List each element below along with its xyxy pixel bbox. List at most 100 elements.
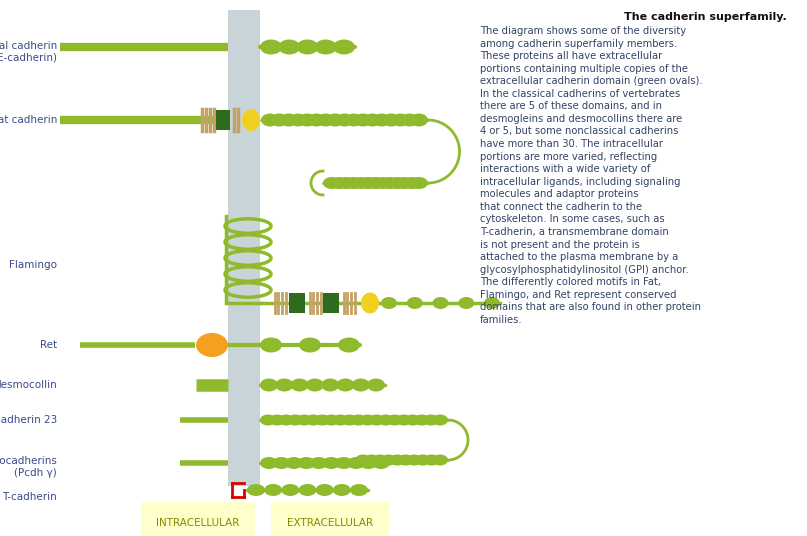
Ellipse shape: [432, 414, 448, 426]
Ellipse shape: [273, 457, 291, 469]
Ellipse shape: [484, 297, 500, 309]
Ellipse shape: [374, 177, 391, 189]
Ellipse shape: [321, 378, 339, 391]
Ellipse shape: [296, 40, 319, 55]
Text: classical cadherin
(E-cadherin): classical cadherin (E-cadherin): [0, 41, 57, 63]
Text: EXTRACELLULAR: EXTRACELLULAR: [287, 518, 373, 528]
Ellipse shape: [310, 457, 328, 469]
Ellipse shape: [299, 338, 321, 353]
Ellipse shape: [410, 114, 428, 126]
Ellipse shape: [330, 177, 349, 189]
Ellipse shape: [352, 378, 370, 391]
Ellipse shape: [285, 457, 303, 469]
FancyBboxPatch shape: [228, 10, 260, 486]
Text: Fat cadherin: Fat cadherin: [0, 115, 57, 125]
Ellipse shape: [335, 457, 353, 469]
Ellipse shape: [398, 455, 414, 465]
Ellipse shape: [332, 484, 351, 496]
Ellipse shape: [391, 114, 409, 126]
Ellipse shape: [414, 414, 430, 426]
Ellipse shape: [269, 414, 285, 426]
FancyBboxPatch shape: [323, 293, 339, 313]
Ellipse shape: [410, 177, 428, 189]
Ellipse shape: [433, 297, 449, 309]
Ellipse shape: [372, 455, 388, 465]
Ellipse shape: [316, 484, 333, 496]
Ellipse shape: [242, 109, 260, 131]
Ellipse shape: [305, 414, 321, 426]
Ellipse shape: [314, 414, 330, 426]
Ellipse shape: [424, 455, 440, 465]
Ellipse shape: [407, 455, 422, 465]
Ellipse shape: [432, 455, 448, 465]
Ellipse shape: [415, 455, 431, 465]
Ellipse shape: [360, 457, 378, 469]
Ellipse shape: [387, 414, 403, 426]
Ellipse shape: [260, 378, 278, 391]
Ellipse shape: [261, 114, 279, 126]
Ellipse shape: [264, 484, 282, 496]
Ellipse shape: [287, 414, 303, 426]
Ellipse shape: [345, 114, 363, 126]
FancyBboxPatch shape: [216, 110, 230, 130]
Ellipse shape: [282, 484, 299, 496]
Ellipse shape: [289, 114, 307, 126]
Ellipse shape: [458, 297, 475, 309]
Ellipse shape: [355, 455, 371, 465]
Ellipse shape: [333, 40, 355, 55]
Ellipse shape: [369, 414, 385, 426]
Ellipse shape: [322, 457, 341, 469]
Ellipse shape: [382, 114, 400, 126]
Ellipse shape: [350, 484, 368, 496]
Text: The cadherin superfamily.: The cadherin superfamily.: [625, 12, 787, 22]
Ellipse shape: [407, 297, 423, 309]
Text: desmocollin: desmocollin: [0, 380, 57, 390]
Ellipse shape: [354, 114, 372, 126]
Ellipse shape: [270, 114, 288, 126]
Ellipse shape: [306, 378, 324, 391]
Text: INTRACELLULAR: INTRACELLULAR: [157, 518, 240, 528]
Ellipse shape: [332, 414, 349, 426]
Ellipse shape: [347, 457, 365, 469]
Ellipse shape: [260, 338, 282, 353]
Ellipse shape: [381, 297, 397, 309]
Ellipse shape: [373, 114, 391, 126]
Text: T-cadherin: T-cadherin: [2, 492, 57, 502]
Ellipse shape: [367, 378, 385, 391]
Ellipse shape: [337, 378, 354, 391]
Text: The diagram shows some of the diversity
among cadherin superfamily members.
Thes: The diagram shows some of the diversity …: [480, 26, 703, 325]
Ellipse shape: [345, 177, 363, 189]
Ellipse shape: [378, 414, 394, 426]
Ellipse shape: [275, 378, 293, 391]
Ellipse shape: [381, 177, 399, 189]
Ellipse shape: [326, 114, 345, 126]
Ellipse shape: [364, 455, 379, 465]
Ellipse shape: [278, 40, 300, 55]
Ellipse shape: [401, 114, 419, 126]
Ellipse shape: [297, 457, 316, 469]
Ellipse shape: [341, 414, 358, 426]
Ellipse shape: [323, 177, 341, 189]
Ellipse shape: [360, 414, 375, 426]
Ellipse shape: [338, 338, 360, 353]
Ellipse shape: [372, 457, 390, 469]
Ellipse shape: [336, 114, 353, 126]
Ellipse shape: [381, 455, 397, 465]
Ellipse shape: [279, 114, 298, 126]
Ellipse shape: [366, 177, 384, 189]
Text: Ret: Ret: [40, 340, 57, 350]
Ellipse shape: [291, 378, 308, 391]
Ellipse shape: [296, 414, 312, 426]
Ellipse shape: [260, 40, 282, 55]
Ellipse shape: [361, 293, 379, 314]
Ellipse shape: [260, 457, 278, 469]
Ellipse shape: [389, 455, 405, 465]
Text: Flamingo: Flamingo: [9, 260, 57, 270]
Ellipse shape: [260, 414, 276, 426]
Ellipse shape: [324, 414, 340, 426]
Ellipse shape: [278, 414, 294, 426]
Ellipse shape: [423, 414, 439, 426]
FancyBboxPatch shape: [289, 293, 305, 313]
Ellipse shape: [388, 177, 406, 189]
Ellipse shape: [405, 414, 420, 426]
